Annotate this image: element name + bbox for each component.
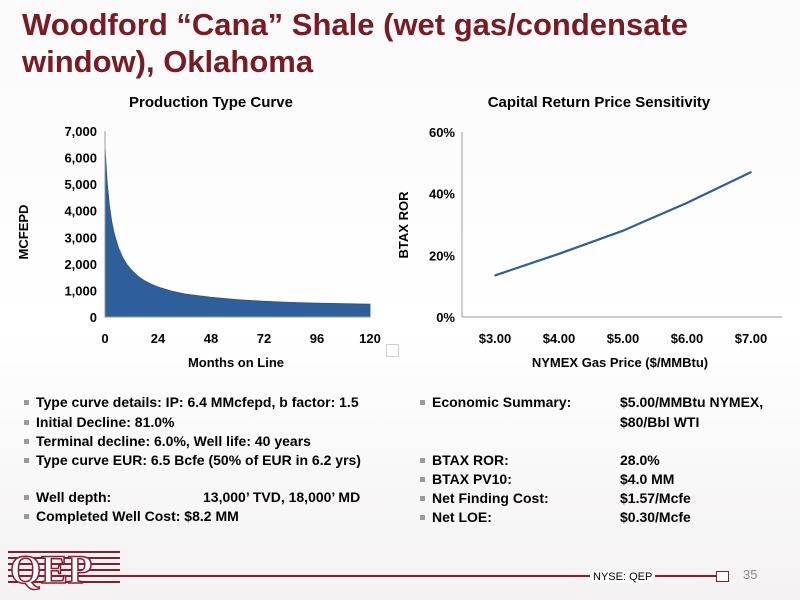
y-tick-label: 2,000 xyxy=(64,257,97,272)
x-tick-labels: 0 24 48 72 96 120 xyxy=(101,331,380,346)
well-depth-value: 13,000’ TVD, 18,000’ MD xyxy=(203,489,361,505)
y-tick-label: 5,000 xyxy=(64,177,97,192)
x-tick-label: 48 xyxy=(204,331,218,346)
y-tick-label: 0 xyxy=(90,310,97,325)
x-tick-label: 120 xyxy=(359,331,381,346)
chart-title: Production Type Curve xyxy=(129,94,293,111)
bullet-icon xyxy=(24,400,29,405)
x-tick-label: $6.00 xyxy=(671,331,704,346)
ror-series-line xyxy=(494,171,752,277)
exchange-ticker: NYSE: QEP xyxy=(590,571,656,583)
x-tick-label: 96 xyxy=(310,331,324,346)
price-sensitivity-chart: Capital Return Price Sensitivity 0% 20% 40… xyxy=(396,0,800,380)
y-tick-labels: 0 1,000 2,000 3,000 4,000 5,000 6,000 7,000 xyxy=(64,124,97,325)
bullet-icon xyxy=(24,458,29,463)
y-tick-label: 20% xyxy=(429,248,455,263)
production-area xyxy=(104,146,371,318)
y-axis-label: MCFEPD xyxy=(16,205,31,260)
type-curve-details-list: Type curve details: IP: 6.4 MMcfepd, b f… xyxy=(24,394,414,524)
line-series-group xyxy=(494,171,752,277)
y-tick-label: 0% xyxy=(436,310,455,325)
ror-data-point xyxy=(494,274,496,277)
x-tick-label: $5.00 xyxy=(607,331,640,346)
y-tick-label: 7,000 xyxy=(64,124,97,139)
y-tick-label: 6,000 xyxy=(64,151,97,166)
ror-data-point xyxy=(686,202,688,204)
footer-arrow-icon xyxy=(716,571,729,582)
bullet-icon xyxy=(24,420,29,425)
logo-text: QEP xyxy=(10,547,92,591)
x-tick-label: $7.00 xyxy=(735,331,768,346)
y-tick-label: 40% xyxy=(429,187,455,202)
y-axis-label: BTAX ROR xyxy=(396,191,411,259)
bullet-icon xyxy=(420,477,425,482)
logo-stripes xyxy=(8,551,120,583)
y-tick-labels: 0% 20% 40% 60% xyxy=(429,125,455,325)
y-tick-label: 1,000 xyxy=(64,283,97,298)
bullet-icon xyxy=(24,514,29,519)
x-axis-label: NYMEX Gas Price ($/MMBtu) xyxy=(532,355,708,370)
chart-title: Capital Return Price Sensitivity xyxy=(488,94,711,111)
x-tick-label: 24 xyxy=(151,331,166,346)
page-number: 35 xyxy=(743,567,758,582)
ror-data-point xyxy=(750,171,752,173)
bullet-icon xyxy=(420,515,425,520)
x-axis-label: Months on Line xyxy=(188,355,284,370)
slide-title: Woodford “Cana” Shale (wet gas/condensat… xyxy=(22,7,689,79)
production-type-curve-chart: Production Type Curve 0 1,000 2,000 3,000 4,… xyxy=(0,0,400,380)
x-tick-label: 0 xyxy=(101,331,108,346)
bullet-icon xyxy=(420,400,425,405)
x-tick-label: $4.00 xyxy=(543,331,576,346)
ror-data-point xyxy=(622,229,624,232)
y-tick-label: 60% xyxy=(429,125,455,140)
ror-data-point xyxy=(558,253,560,255)
legend-marker xyxy=(386,344,399,357)
production-chart-svg: Production Type Curve 0 1,000 2,000 3,000 4,… xyxy=(16,94,381,370)
x-tick-labels: $3.00 $4.00 $5.00 $6.00 $7.00 xyxy=(479,331,768,346)
y-tick-label: 3,000 xyxy=(64,230,97,245)
x-tick-label: $3.00 xyxy=(479,331,512,346)
economic-summary-list: Economic Summary: $5.00/MMBtu NYMEX, $80… xyxy=(420,394,790,525)
sensitivity-chart-svg: Capital Return Price Sensitivity 0% 20% 40… xyxy=(396,94,782,370)
y-tick-label: 4,000 xyxy=(64,204,97,219)
footer-rule xyxy=(108,575,720,577)
bullet-icon xyxy=(420,496,425,501)
area-series-group xyxy=(104,146,371,318)
qep-logo: QEP xyxy=(8,547,120,591)
bullet-icon xyxy=(420,458,425,463)
bullet-icon xyxy=(24,439,29,444)
bullet-icon xyxy=(24,495,29,500)
x-tick-label: 72 xyxy=(257,331,271,346)
